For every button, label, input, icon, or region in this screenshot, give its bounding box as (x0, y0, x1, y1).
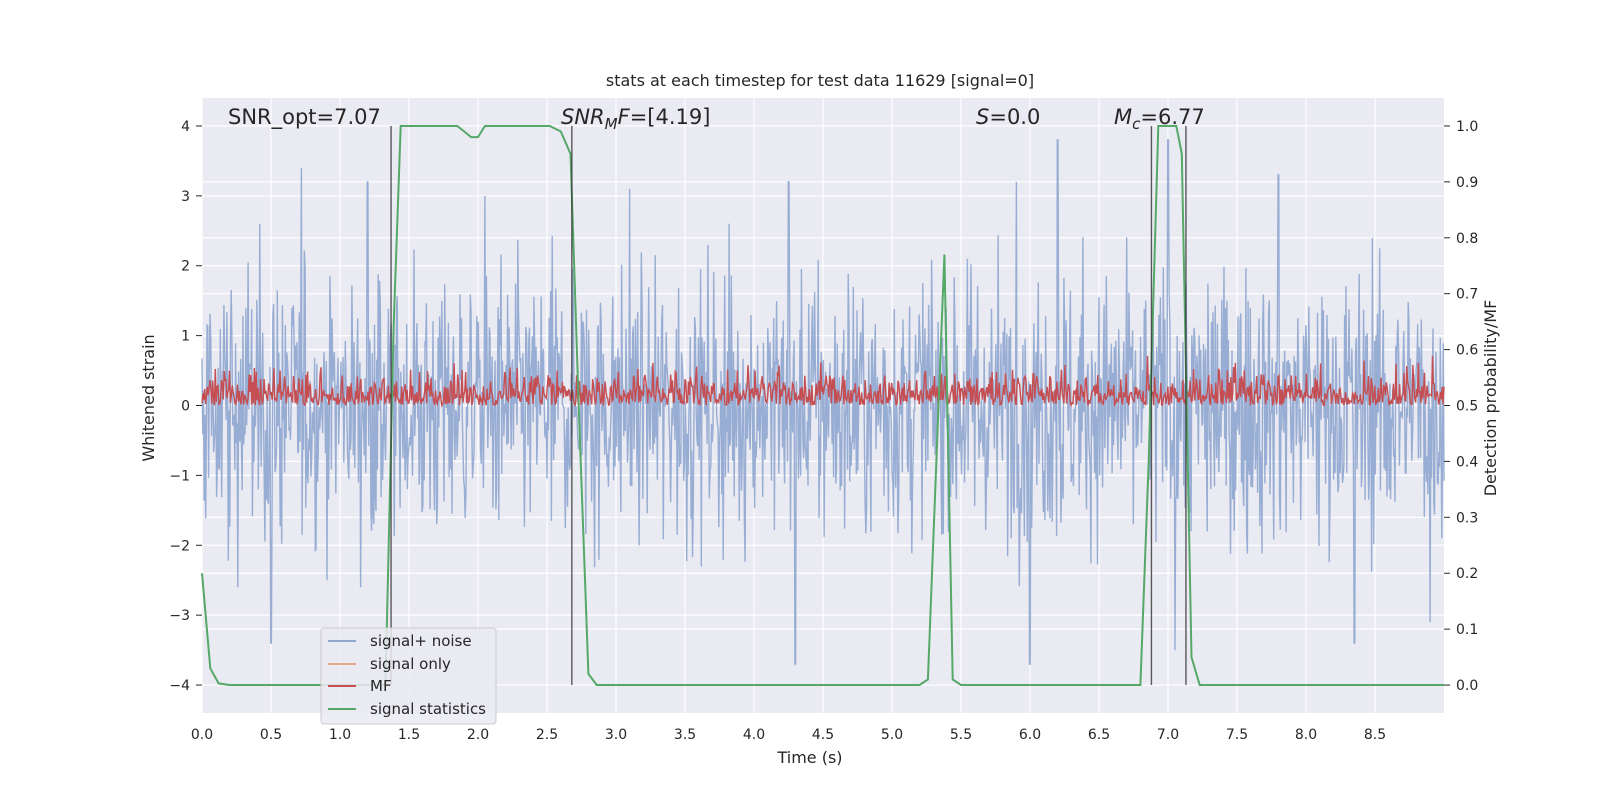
annotation-snr-opt: SNR_opt=7.07 (228, 105, 381, 130)
y2-axis-ticks: 1.0 0.9 0.8 0.7 0.6 0.5 0.4 0.3 0.2 0.1 0.0 (1444, 119, 1478, 694)
x-tick-label: 8.0 (1295, 727, 1317, 743)
y-tick-label: 2 (181, 259, 190, 275)
x-tick-label: 5.0 (881, 727, 903, 743)
annotation-mc-subscript: c (1132, 115, 1141, 133)
x-tick-label: 2.5 (536, 727, 558, 743)
legend-label-mf: MF (370, 677, 392, 695)
y2-tick-label: 0.6 (1456, 343, 1478, 359)
legend-frame (320, 627, 497, 725)
annotation-snr-mf-subscript: M (605, 115, 618, 133)
legend: signal+ noise signal only MF signal stat… (320, 627, 497, 725)
y2-tick-label: 0.9 (1456, 175, 1478, 191)
legend-label-signal-statistics: signal statistics (370, 700, 486, 718)
y-tick-label: −4 (169, 678, 190, 694)
annotation-snr-mf-tail: F (618, 105, 631, 129)
x-tick-label: 2.0 (467, 727, 489, 743)
y-tick-label: 4 (181, 119, 190, 135)
annotation-s-value: =0.0 (989, 105, 1040, 129)
annotation-s-symbol: S (976, 105, 989, 129)
y-tick-label: 3 (181, 189, 190, 205)
legend-label-signal-only: signal only (370, 655, 451, 673)
x-tick-label: 3.5 (674, 727, 696, 743)
y-axis-label: Whitened strain (139, 334, 158, 461)
x-tick-label: 0.0 (191, 727, 213, 743)
annotation-snr-mf-symbol: SNR (561, 105, 605, 129)
x-tick-label: 8.5 (1364, 727, 1386, 743)
annotation-snr-mf-value: =[4.19] (630, 105, 711, 129)
annotation-mc-symbol: M (1114, 105, 1132, 129)
y-tick-label: −3 (169, 608, 190, 624)
annotation-snr-mf: SNRMF=[4.19] (561, 105, 710, 133)
x-tick-label: 1.5 (398, 727, 420, 743)
y-axis-ticks: 4 3 2 1 0 −1 −2 −3 −4 (169, 119, 202, 694)
x-axis-ticks: 0.0 0.5 1.0 1.5 2.0 2.5 3.0 3.5 4.0 4.5 5.0 5.5 6.0 6… (191, 727, 1386, 743)
x-tick-label: 6.0 (1019, 727, 1041, 743)
x-tick-label: 3.0 (605, 727, 627, 743)
plot-area (201, 125, 1445, 686)
chart-title: stats at each timestep for test data 116… (606, 71, 1034, 90)
y-tick-label: 1 (181, 329, 190, 345)
y2-tick-label: 1.0 (1456, 119, 1478, 135)
x-tick-label: 7.5 (1226, 727, 1248, 743)
y2-tick-label: 0.1 (1456, 622, 1478, 638)
y2-tick-label: 0.7 (1456, 287, 1478, 303)
x-tick-label: 7.0 (1157, 727, 1179, 743)
y2-tick-label: 0.3 (1456, 510, 1478, 526)
x-tick-label: 4.5 (812, 727, 834, 743)
x-tick-label: 4.0 (743, 727, 765, 743)
x-axis-label: Time (s) (776, 748, 842, 767)
annotation-s: S=0.0 (976, 105, 1040, 129)
y2-tick-label: 0.2 (1456, 566, 1478, 582)
y2-tick-label: 0.8 (1456, 231, 1478, 247)
y2-tick-label: 0.0 (1456, 678, 1478, 694)
y-tick-label: −1 (169, 468, 190, 484)
x-tick-label: 5.5 (950, 727, 972, 743)
y-tick-label: −2 (169, 538, 190, 554)
vertical-marker-lines (390, 125, 1187, 686)
x-tick-label: 6.5 (1088, 727, 1110, 743)
annotation-mc: Mc=6.77 (1114, 105, 1205, 133)
y2-tick-label: 0.4 (1456, 454, 1478, 470)
x-tick-label: 1.0 (329, 727, 351, 743)
y-tick-label: 0 (181, 399, 190, 415)
y2-axis-label: Detection probability/MF (1481, 300, 1500, 497)
x-tick-label: 0.5 (260, 727, 282, 743)
y2-tick-label: 0.5 (1456, 399, 1478, 415)
legend-label-signal-noise: signal+ noise (370, 632, 472, 650)
annotation-mc-value: =6.77 (1140, 105, 1204, 129)
series-mf (201, 355, 1445, 408)
series-signal-statistics (201, 125, 1444, 686)
